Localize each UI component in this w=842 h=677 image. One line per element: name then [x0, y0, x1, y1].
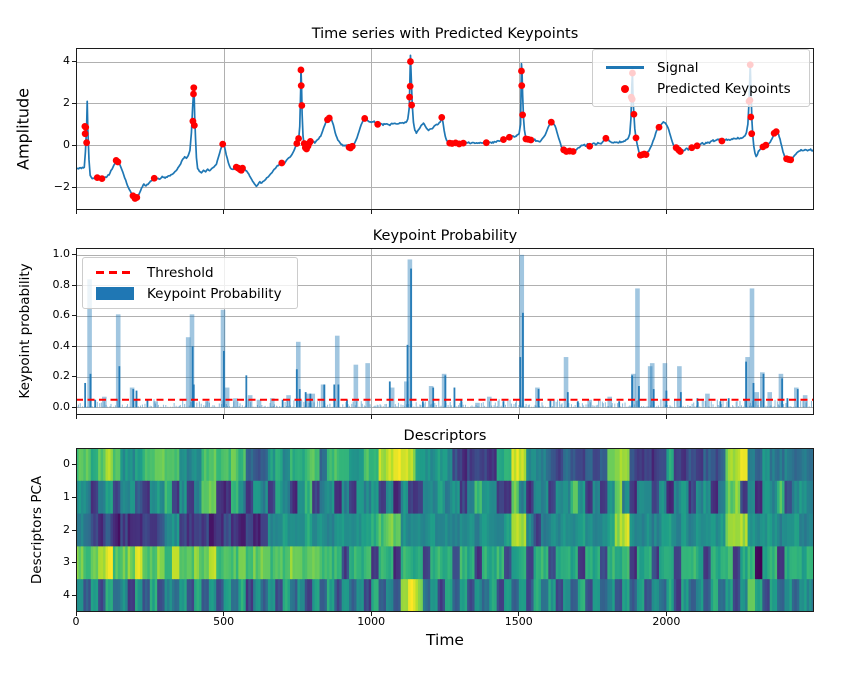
legend-entry-keypoints: Predicted Keypoints — [603, 81, 799, 97]
x-tick-label: 1500 — [504, 615, 533, 628]
row-tick-label: 2 — [63, 522, 70, 536]
y-tick-label: 0.6 — [52, 308, 71, 322]
x-tick-mark — [370, 210, 372, 214]
y-tick-mark — [72, 315, 76, 317]
y-tick-mark — [72, 496, 76, 498]
y-tick-mark — [72, 463, 76, 465]
x-tick-label: 1000 — [357, 615, 386, 628]
x-tick-mark — [223, 210, 225, 214]
row-tick-label: 1 — [63, 489, 70, 503]
x-tick-mark — [223, 415, 225, 419]
probability-axis-label: Keypoint probability — [17, 263, 33, 399]
probability-legend: Threshold Keypoint Probability — [82, 257, 298, 309]
row-tick-label: 4 — [63, 588, 70, 602]
y-tick-mark — [72, 345, 76, 347]
legend-entry-threshold: Threshold — [93, 265, 287, 281]
x-tick-mark — [518, 210, 520, 214]
legend-label-keypoints: Predicted Keypoints — [657, 80, 791, 97]
y-tick-mark — [72, 406, 76, 408]
x-tick-mark — [665, 415, 667, 419]
amplitude-axis-label: Amplitude — [13, 88, 33, 170]
row-tick-label: 0 — [63, 456, 70, 470]
y-tick-mark — [72, 529, 76, 531]
x-tick-label: 2000 — [652, 615, 681, 628]
row-tick-label: 3 — [63, 555, 70, 569]
x-tick-mark — [75, 612, 77, 616]
y-tick-label: 0.2 — [52, 369, 71, 383]
y-tick-mark — [72, 376, 76, 378]
x-tick-mark — [223, 612, 225, 616]
keypoint-dot-icon — [621, 84, 629, 93]
x-tick-label: 0 — [72, 615, 80, 628]
heatmap-chart-title: Descriptors — [403, 428, 487, 444]
y-tick-mark — [72, 144, 76, 146]
y-tick-mark — [72, 186, 76, 188]
y-tick-mark — [72, 595, 76, 597]
x-tick-mark — [75, 415, 77, 419]
y-tick-label: 0.4 — [52, 338, 71, 352]
x-tick-mark — [370, 612, 372, 616]
legend-entry-probability: Keypoint Probability — [93, 286, 287, 302]
y-tick-label: 1.0 — [52, 247, 71, 261]
legend-label-signal: Signal — [657, 59, 699, 76]
top-chart-title: Time series with Predicted Keypoints — [311, 26, 579, 42]
y-tick-label: −2 — [53, 179, 70, 193]
y-tick-mark — [72, 102, 76, 104]
signal-legend: Signal Predicted Keypoints — [592, 49, 810, 107]
legend-entry-signal: Signal — [603, 60, 799, 76]
y-tick-label: 0.0 — [52, 399, 71, 413]
x-tick-mark — [665, 612, 667, 616]
signal-line-icon — [606, 66, 644, 69]
x-tick-mark — [518, 612, 520, 616]
y-tick-mark — [72, 61, 76, 63]
x-tick-label: 500 — [213, 615, 235, 628]
x-tick-mark — [518, 415, 520, 419]
probability-patch-icon — [96, 287, 134, 300]
heatmap-canvas — [76, 448, 814, 612]
y-tick-label: 4 — [63, 54, 70, 68]
y-tick-label: 0 — [63, 137, 70, 151]
time-axis-label: Time — [426, 631, 464, 649]
y-tick-mark — [72, 562, 76, 564]
legend-label-probability: Keypoint Probability — [147, 285, 282, 302]
y-tick-mark — [72, 254, 76, 256]
x-tick-mark — [370, 415, 372, 419]
y-tick-mark — [72, 284, 76, 286]
y-tick-label: 2 — [63, 95, 70, 109]
threshold-dash-icon — [96, 271, 134, 274]
x-tick-mark — [665, 210, 667, 214]
y-tick-label: 0.8 — [52, 277, 71, 291]
probability-chart-title: Keypoint Probability — [372, 228, 518, 244]
legend-label-threshold: Threshold — [147, 264, 214, 281]
x-tick-mark — [75, 210, 77, 214]
